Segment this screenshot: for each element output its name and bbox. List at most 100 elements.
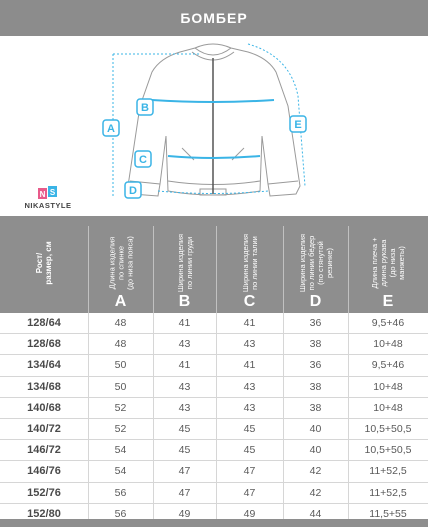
column-divider [153, 334, 154, 356]
value-cell: 48 [114, 317, 127, 329]
column-divider [283, 376, 284, 398]
label-d: D [129, 185, 137, 197]
svg-text:S: S [50, 188, 56, 197]
column-divider [153, 440, 154, 462]
column-divider [348, 503, 349, 525]
size-cell: 134/68 [27, 380, 61, 393]
label-b: B [141, 102, 149, 114]
value-cell: 38 [309, 401, 322, 414]
value-cell: 9,5+46 [371, 359, 405, 372]
value-cell: 56 [114, 507, 127, 520]
value-cell: 50 [114, 380, 127, 393]
header-letter: C [243, 293, 256, 310]
column-divider [153, 418, 154, 440]
value-cell: 43 [243, 338, 256, 351]
label-b-box [136, 98, 154, 116]
header-label: Длина плеча + длина рукава (до низа манж… [370, 237, 406, 289]
svg-text:N: N [40, 190, 46, 199]
header-divider [283, 226, 284, 313]
size-cell: 140/68 [27, 401, 61, 414]
column-divider [348, 397, 349, 419]
header-divider [216, 226, 217, 313]
nikastyle-logo-icon: N S [38, 186, 57, 199]
value-cell: 9,5+46 [371, 317, 405, 329]
header-col-5: Длина плеча + длина рукава (до низа манж… [348, 216, 428, 313]
size-cell: 146/76 [27, 465, 61, 478]
table-row: 128/64 48 41 41 36 9,5+46 [0, 313, 428, 335]
value-cell: 42 [309, 486, 322, 499]
header-col-4: Ширина изделия по линии бёдер (по стянут… [283, 216, 348, 313]
column-divider [348, 376, 349, 398]
value-cell: 47 [243, 486, 256, 499]
value-cell: 52 [114, 422, 127, 435]
column-divider [283, 334, 284, 356]
header-label: Ширина изделия по линии груди [175, 233, 194, 292]
column-divider [216, 440, 217, 462]
column-divider [153, 503, 154, 525]
table-body: 128/64 48 41 41 36 9,5+46 128/68 48 43 43 38 10+48 1… [0, 313, 428, 525]
header-letter: B [178, 293, 191, 310]
header-divider [348, 226, 349, 313]
column-divider [216, 376, 217, 398]
size-cell: 134/64 [27, 359, 61, 372]
brand-block: N S NIKASTYLE [8, 186, 88, 210]
label-a: A [107, 123, 115, 135]
value-cell: 11+52,5 [369, 465, 407, 478]
label-e: E [294, 119, 301, 131]
column-divider [216, 397, 217, 419]
table-row: 128/68 48 43 43 38 10+48 [0, 334, 428, 356]
bottom-bar [0, 519, 428, 527]
table-header: Рост/ размер, см Длина изделия по спинке … [0, 216, 428, 313]
column-divider [283, 482, 284, 504]
column-divider [216, 355, 217, 377]
column-divider [216, 503, 217, 525]
value-cell: 38 [309, 338, 322, 351]
header-col-1: Длина изделия по спинке (до низа пояса) A [88, 216, 153, 313]
column-divider [283, 418, 284, 440]
table-row: 140/68 52 43 43 38 10+48 [0, 397, 428, 419]
column-divider [348, 355, 349, 377]
column-divider [88, 440, 89, 462]
garment-diagram: A B C D E [0, 36, 428, 216]
value-cell: 43 [243, 401, 256, 414]
column-divider [88, 313, 89, 334]
value-cell: 52 [114, 401, 127, 414]
value-cell: 41 [178, 359, 191, 372]
value-cell: 10,5+50,5 [364, 444, 412, 457]
value-cell: 47 [243, 465, 256, 478]
label-a-box [102, 119, 120, 137]
value-cell: 43 [178, 401, 191, 414]
column-divider [348, 440, 349, 462]
value-cell: 50 [114, 359, 127, 372]
column-divider [283, 397, 284, 419]
column-divider [88, 334, 89, 356]
header-letter: E [382, 293, 394, 310]
value-cell: 47 [178, 465, 191, 478]
header-label: Длина изделия по спинке (до низа пояса) [107, 235, 134, 290]
column-divider [216, 482, 217, 504]
column-divider [88, 461, 89, 483]
table-row: 140/72 52 45 45 40 10,5+50,5 [0, 418, 428, 441]
table-row: 146/76 54 47 47 42 11+52,5 [0, 461, 428, 483]
table-row: 146/72 54 45 45 40 10,5+50,5 [0, 440, 428, 462]
table-row: 152/76 56 47 47 42 11+52,5 [0, 482, 428, 504]
column-divider [88, 397, 89, 419]
value-cell: 45 [243, 422, 256, 435]
value-cell: 41 [178, 317, 191, 329]
value-cell: 49 [178, 507, 191, 520]
column-divider [153, 313, 154, 334]
header-divider [153, 226, 154, 313]
bomber-jacket-sketch: A B C D E [102, 43, 307, 199]
value-cell: 45 [178, 444, 191, 457]
header-col-3: Ширина изделия по линии талии C [216, 216, 283, 313]
value-cell: 43 [178, 338, 191, 351]
header-col-2: Ширина изделия по линии груди B [153, 216, 216, 313]
value-cell: 54 [114, 465, 127, 478]
table-row: 134/68 50 43 43 38 10+48 [0, 376, 428, 398]
value-cell: 36 [309, 359, 322, 372]
label-e-box [289, 115, 307, 133]
column-divider [153, 376, 154, 398]
value-cell: 10,5+50,5 [364, 422, 412, 435]
value-cell: 56 [114, 486, 127, 499]
value-cell: 41 [243, 317, 256, 329]
